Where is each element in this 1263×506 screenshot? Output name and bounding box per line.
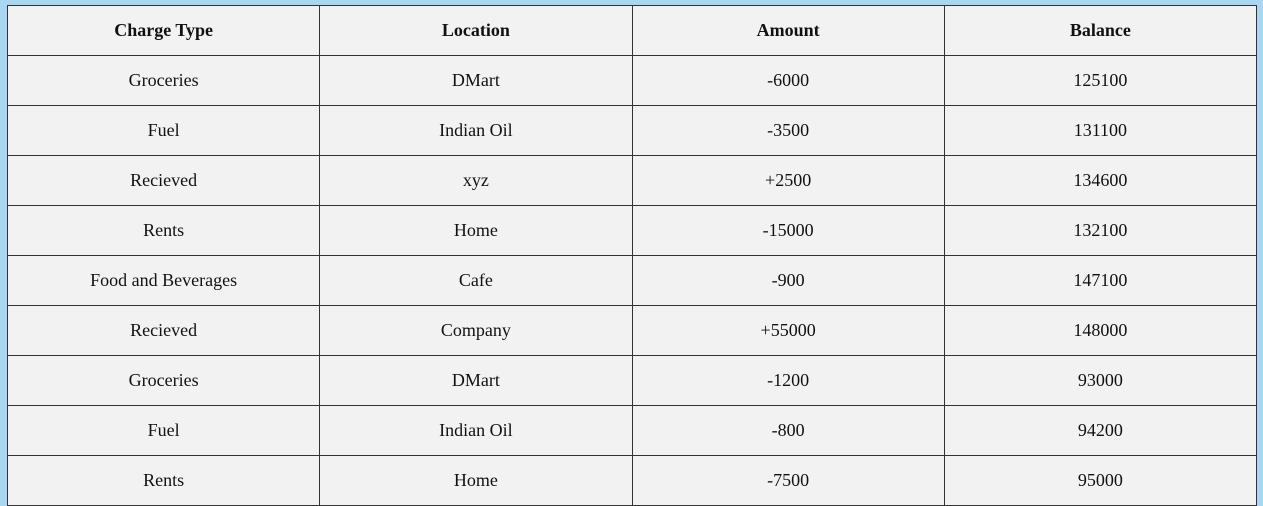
cell-location: Indian Oil (319, 105, 633, 156)
cell-balance: 134600 (943, 155, 1258, 206)
table-row: Fuel Indian Oil -3500 131100 (6, 105, 1258, 156)
cell-location: DMart (319, 55, 633, 106)
table-header: Charge Type Location Amount Balance (6, 5, 1258, 56)
table-row: Food and Beverages Cafe -900 147100 (6, 255, 1258, 306)
cell-balance: 148000 (943, 305, 1258, 356)
cell-charge-type: Recieved (6, 155, 321, 206)
cell-balance: 93000 (943, 355, 1258, 406)
cell-charge-type: Food and Beverages (6, 255, 321, 306)
cell-charge-type: Rents (6, 205, 321, 256)
cell-location: Cafe (319, 255, 633, 306)
cell-balance: 125100 (943, 55, 1258, 106)
cell-amount: -7500 (631, 455, 945, 506)
table-body: Groceries DMart -6000 125100 Fuel Indian… (6, 55, 1258, 506)
cell-amount: -800 (631, 405, 945, 456)
cell-location: xyz (319, 155, 633, 206)
header-charge-type: Charge Type (6, 5, 321, 56)
cell-charge-type: Fuel (6, 105, 321, 156)
cell-balance: 95000 (943, 455, 1258, 506)
cell-charge-type: Fuel (6, 405, 321, 456)
cell-location: Home (319, 205, 633, 256)
header-location: Location (319, 5, 633, 56)
cell-amount: -1200 (631, 355, 945, 406)
cell-charge-type: Groceries (6, 55, 321, 106)
header-row: Charge Type Location Amount Balance (6, 5, 1258, 56)
cell-location: Home (319, 455, 633, 506)
cell-amount: -15000 (631, 205, 945, 256)
cell-location: Company (319, 305, 633, 356)
cell-charge-type: Groceries (6, 355, 321, 406)
cell-amount: +2500 (631, 155, 945, 206)
table-row: Groceries DMart -6000 125100 (6, 55, 1258, 106)
cell-balance: 131100 (943, 105, 1258, 156)
table-row: Rents Home -15000 132100 (6, 205, 1258, 256)
transactions-table: Charge Type Location Amount Balance Groc… (6, 5, 1258, 506)
cell-balance: 94200 (943, 405, 1258, 456)
cell-charge-type: Recieved (6, 305, 321, 356)
header-amount: Amount (631, 5, 945, 56)
table-row: Groceries DMart -1200 93000 (6, 355, 1258, 406)
table-row: Recieved Company +55000 148000 (6, 305, 1258, 356)
cell-amount: -900 (631, 255, 945, 306)
cell-balance: 147100 (943, 255, 1258, 306)
table-row: Rents Home -7500 95000 (6, 455, 1258, 506)
cell-amount: -6000 (631, 55, 945, 106)
table-row: Recieved xyz +2500 134600 (6, 155, 1258, 206)
table-row: Fuel Indian Oil -800 94200 (6, 405, 1258, 456)
header-balance: Balance (943, 5, 1258, 56)
cell-amount: +55000 (631, 305, 945, 356)
cell-location: DMart (319, 355, 633, 406)
cell-charge-type: Rents (6, 455, 321, 506)
cell-amount: -3500 (631, 105, 945, 156)
cell-balance: 132100 (943, 205, 1258, 256)
cell-location: Indian Oil (319, 405, 633, 456)
